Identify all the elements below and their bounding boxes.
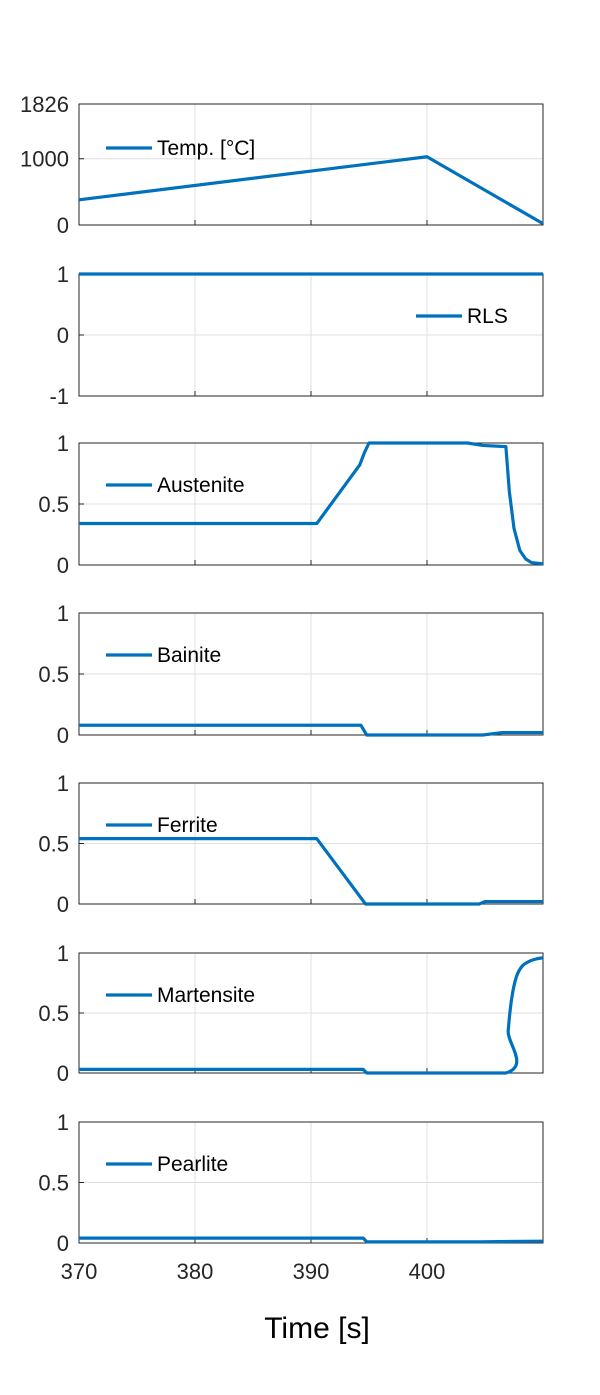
series-line-temp-c [78, 155, 544, 226]
legend-label: Bainite [157, 644, 221, 667]
y-tick-label: 1 [57, 941, 69, 966]
series-line-ferrite [79, 837, 543, 906]
y-tick-label: 0.5 [38, 832, 69, 857]
y-tick-label: -1 [49, 384, 69, 409]
legend: Bainite [106, 644, 221, 667]
legend: Temp. [°C] [106, 137, 255, 160]
legend: Austenite [106, 474, 245, 497]
y-tick-label: 0 [57, 213, 69, 238]
y-tick-label: 0 [57, 723, 69, 748]
y-tick-label: 0.5 [38, 1171, 69, 1196]
y-tick-label: 0.5 [38, 492, 69, 517]
series-line-austenite [79, 441, 544, 566]
y-tick-label: 0 [57, 1061, 69, 1086]
y-tick-label: 1000 [20, 147, 69, 172]
subplot-6: 0 0.5 1 Martensite [38, 941, 544, 1086]
y-tick-label: 0 [57, 553, 69, 578]
subplot-7: 0 0.5 1 Pearlite [38, 1110, 544, 1256]
series-line-pearlite [79, 1236, 544, 1244]
x-tick-label: 380 [177, 1259, 214, 1284]
subplot-1: 0 1000 1826 Temp. [°C] [20, 92, 544, 238]
legend-label: Austenite [157, 474, 245, 497]
legend-label: RLS [467, 305, 508, 328]
legend-label: Pearlite [157, 1153, 228, 1176]
legend-label: Ferrite [157, 814, 218, 837]
x-tick-label: 370 [61, 1259, 98, 1284]
legend: Pearlite [106, 1153, 228, 1176]
y-tick-label: 1 [57, 771, 69, 796]
y-tick-label: 1826 [20, 92, 69, 117]
subplot-5: 0 0.5 1 Ferrite [38, 771, 544, 917]
x-tick-label: 390 [293, 1259, 330, 1284]
x-tick-label: 400 [409, 1259, 446, 1284]
subplot-4: 0 0.5 1 Bainite [38, 601, 544, 748]
legend: RLS [416, 305, 508, 328]
series-line-martensite [79, 956, 544, 1075]
y-tick-label: 1 [57, 601, 69, 626]
y-tick-label: 1 [57, 262, 69, 287]
legend: Martensite [106, 984, 255, 1007]
legend-label: Temp. [°C] [157, 137, 255, 160]
subplot-2: -1 0 1 RLS [49, 262, 544, 409]
subplot-3: 0 0.5 1 Austenite [38, 431, 544, 578]
y-tick-label: 0 [57, 323, 69, 348]
x-axis-label: Time [s] [264, 1312, 370, 1345]
y-tick-label: 0.5 [38, 1001, 69, 1026]
legend: Ferrite [106, 814, 218, 837]
y-tick-label: 0.5 [38, 662, 69, 687]
y-tick-label: 1 [57, 1110, 69, 1135]
legend-label: Martensite [157, 984, 255, 1007]
y-tick-label: 0 [57, 1231, 69, 1256]
series-line-bainite [79, 723, 543, 737]
y-tick-label: 0 [57, 892, 69, 917]
y-tick-label: 1 [57, 431, 69, 456]
